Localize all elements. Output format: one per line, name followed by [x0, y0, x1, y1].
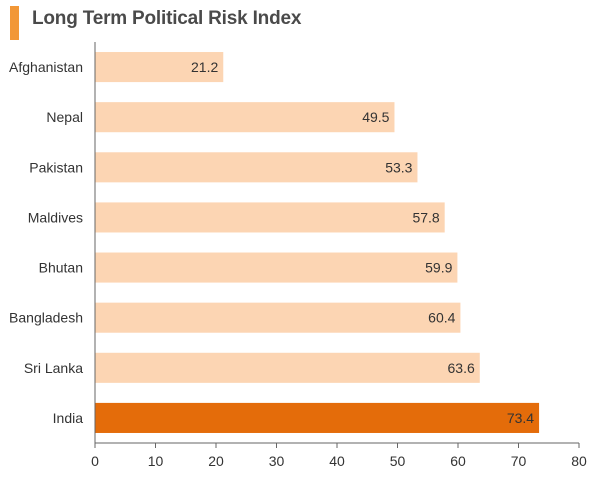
- axes-group: 0 10 20 30 40 50 60 70 80: [91, 42, 587, 469]
- bar-pakistan: [95, 152, 418, 183]
- x-tick-label-0: 0: [91, 453, 99, 469]
- category-label-india: India: [53, 410, 84, 426]
- bar-maldives: [95, 202, 445, 233]
- value-label-maldives: 57.8: [412, 209, 439, 225]
- bar-bangladesh: [95, 302, 461, 333]
- x-tick-label-20: 20: [208, 453, 224, 469]
- title-accent-bar: [10, 6, 19, 40]
- x-tick-label-80: 80: [571, 453, 587, 469]
- bar-group: Afghanistan 21.2 Nepal 49.5 Pakistan 53.3 Mald…: [9, 52, 540, 433]
- category-label-bangladesh: Bangladesh: [9, 310, 83, 326]
- bar-bhutan: [95, 252, 458, 283]
- x-tick-label-30: 30: [269, 453, 285, 469]
- category-label-bhutan: Bhutan: [39, 260, 83, 276]
- bar-nepal: [95, 102, 395, 133]
- x-tick-label-60: 60: [450, 453, 466, 469]
- bar-india: [95, 402, 540, 433]
- value-label-nepal: 49.5: [362, 109, 389, 125]
- x-tick-label-50: 50: [390, 453, 406, 469]
- value-label-pakistan: 53.3: [385, 159, 412, 175]
- chart-title: Long Term Political Risk Index: [32, 8, 302, 29]
- value-label-afghanistan: 21.2: [191, 59, 218, 75]
- category-label-pakistan: Pakistan: [29, 159, 83, 175]
- value-label-bhutan: 59.9: [425, 260, 452, 276]
- category-label-sri-lanka: Sri Lanka: [24, 360, 83, 376]
- value-label-sri-lanka: 63.6: [448, 360, 475, 376]
- x-tick-label-70: 70: [511, 453, 527, 469]
- bar-afghanistan: [95, 52, 224, 83]
- x-tick-label-10: 10: [148, 453, 164, 469]
- category-label-nepal: Nepal: [46, 109, 83, 125]
- category-label-maldives: Maldives: [28, 209, 83, 225]
- value-label-bangladesh: 60.4: [428, 310, 455, 326]
- value-label-india: 73.4: [507, 410, 534, 426]
- category-label-afghanistan: Afghanistan: [9, 59, 83, 75]
- x-tick-label-40: 40: [329, 453, 345, 469]
- bar-sri-lanka: [95, 352, 480, 383]
